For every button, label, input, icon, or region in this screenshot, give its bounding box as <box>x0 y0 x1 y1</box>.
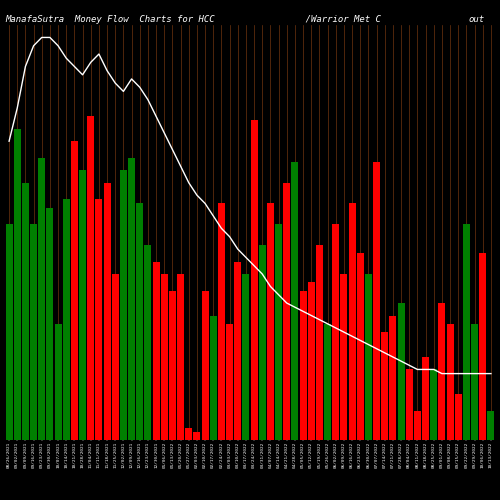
Bar <box>169 290 176 440</box>
Bar <box>218 204 225 440</box>
Bar <box>414 411 421 440</box>
Bar <box>250 120 258 440</box>
Bar <box>202 290 208 440</box>
Bar <box>373 162 380 440</box>
Bar <box>234 262 241 440</box>
Bar <box>259 245 266 440</box>
Bar <box>471 324 478 440</box>
Bar <box>438 303 446 440</box>
Bar <box>128 158 135 440</box>
Bar <box>186 428 192 440</box>
Bar <box>120 170 127 440</box>
Bar <box>54 324 62 440</box>
Bar <box>488 411 494 440</box>
Bar <box>136 204 143 440</box>
Bar <box>161 274 168 440</box>
Bar <box>398 303 404 440</box>
Bar <box>177 274 184 440</box>
Bar <box>332 224 339 440</box>
Text: out: out <box>469 15 485 24</box>
Bar <box>71 141 78 440</box>
Bar <box>63 200 70 440</box>
Bar <box>463 224 470 440</box>
Bar <box>406 370 412 440</box>
Bar <box>365 274 372 440</box>
Bar <box>14 128 20 440</box>
Bar <box>194 432 200 440</box>
Bar <box>267 204 274 440</box>
Bar <box>275 224 282 440</box>
Bar <box>88 116 94 440</box>
Bar <box>348 204 356 440</box>
Bar <box>112 274 118 440</box>
Bar <box>357 253 364 440</box>
Bar <box>292 162 298 440</box>
Bar <box>46 208 54 440</box>
Bar <box>242 274 250 440</box>
Bar <box>96 200 102 440</box>
Bar <box>152 262 160 440</box>
Bar <box>104 182 110 440</box>
Bar <box>144 245 152 440</box>
Bar <box>300 290 306 440</box>
Bar <box>226 324 233 440</box>
Bar <box>308 282 314 440</box>
Bar <box>430 370 437 440</box>
Bar <box>390 316 396 440</box>
Bar <box>6 224 12 440</box>
Bar <box>422 357 429 440</box>
Bar <box>38 158 45 440</box>
Bar <box>284 182 290 440</box>
Bar <box>316 245 323 440</box>
Text: /Warrior Met C: /Warrior Met C <box>225 15 381 24</box>
Bar <box>79 170 86 440</box>
Bar <box>324 324 331 440</box>
Bar <box>22 182 29 440</box>
Text: ManafaSutra  Money Flow  Charts for HCC: ManafaSutra Money Flow Charts for HCC <box>5 15 214 24</box>
Bar <box>455 394 462 440</box>
Bar <box>210 316 216 440</box>
Bar <box>446 324 454 440</box>
Bar <box>480 253 486 440</box>
Bar <box>340 274 347 440</box>
Bar <box>382 332 388 440</box>
Bar <box>30 224 37 440</box>
